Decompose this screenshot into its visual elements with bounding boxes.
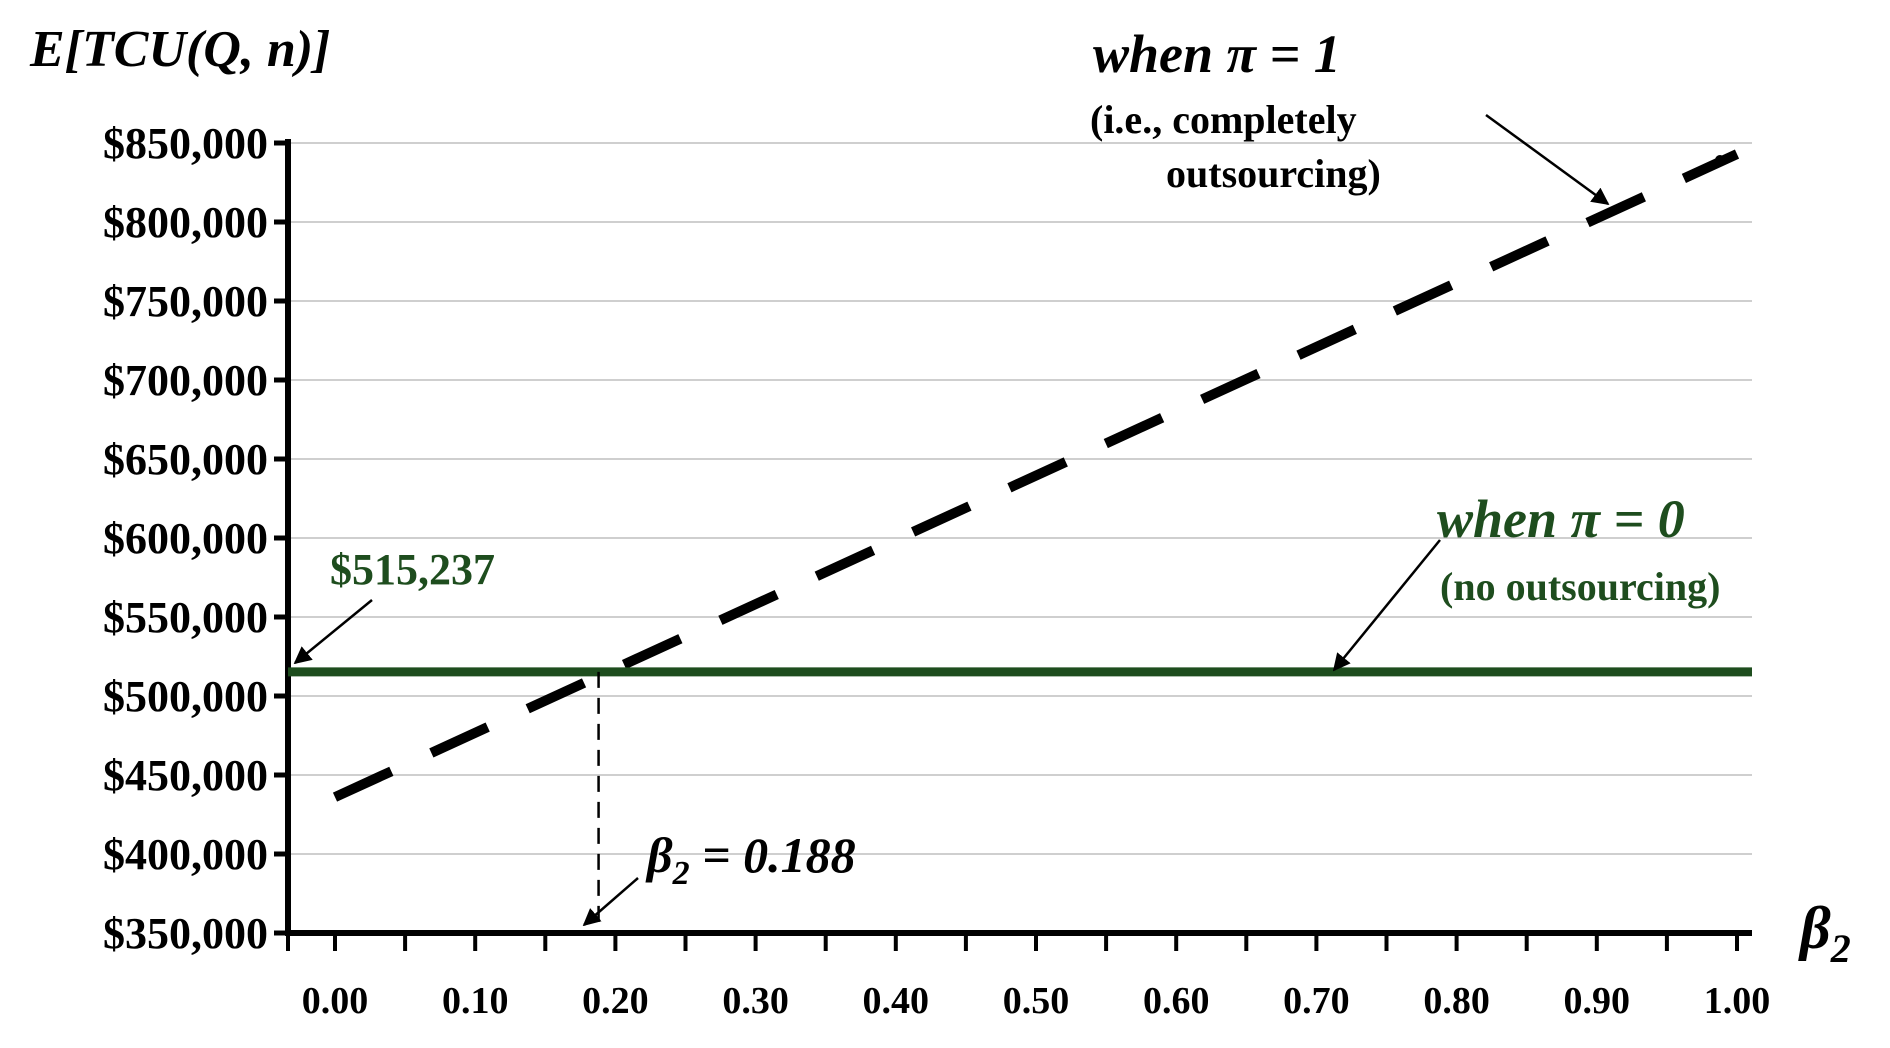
series-end-point	[1715, 155, 1725, 165]
x-tick-label: 0.90	[1564, 980, 1631, 1022]
annotation-value-label: $515,237	[330, 545, 495, 594]
y-tick-label: $750,000	[103, 277, 268, 326]
annotation-beta-label: β2 = 0.188	[645, 827, 856, 892]
y-tick-label: $850,000	[103, 119, 268, 168]
x-axis-label-main: β	[1798, 895, 1831, 961]
annotation-pi0-title: when π = 0	[1437, 489, 1685, 549]
y-tick-label: $700,000	[103, 356, 268, 405]
annotation-pi1-arrow	[1485, 113, 1610, 206]
x-tick-label: 0.30	[722, 980, 789, 1022]
y-tick-label: $400,000	[103, 830, 268, 879]
y-ticks: $350,000 $400,000 $450,000 $500,000 $550,000…	[103, 119, 288, 958]
annotation-beta-prefix: β	[645, 827, 673, 883]
x-tick-label: 1.00	[1704, 980, 1771, 1022]
y-tick-label: $800,000	[103, 198, 268, 247]
x-tick-label: 0.70	[1283, 980, 1350, 1022]
annotation-beta-sub: 2	[672, 855, 690, 892]
x-tick-label: 0.10	[442, 980, 509, 1022]
annotation-pi0-arrow	[1332, 539, 1441, 672]
x-tick-label: 0.00	[302, 980, 369, 1022]
annotation-pi0-line1: (no outsourcing)	[1440, 564, 1720, 609]
annotation-pi1-line1: (i.e., completely	[1090, 97, 1357, 142]
y-tick-label: $550,000	[103, 593, 268, 642]
x-axis-label-sub: 2	[1830, 926, 1851, 971]
x-tick-label: 0.60	[1143, 980, 1210, 1022]
series-line-pi1	[332, 149, 1740, 802]
x-tick-label: 0.50	[1003, 980, 1070, 1022]
y-axis-label: E[TCU(Q, n)]	[29, 21, 330, 78]
annotation-pi1-title: when π = 1	[1093, 24, 1341, 84]
y-tick-label: $650,000	[103, 435, 268, 484]
y-tick-label: $500,000	[103, 672, 268, 721]
annotations: when π = 1 (i.e., completely outsourcing) w…	[293, 24, 1725, 927]
x-tick-label: 0.80	[1423, 980, 1490, 1022]
x-axis-label: β2	[1798, 895, 1851, 971]
x-tick-label: 0.20	[582, 980, 649, 1022]
annotation-value-arrow	[293, 599, 373, 665]
y-tick-label: $450,000	[103, 751, 268, 800]
x-tick-label: 0.40	[863, 980, 930, 1022]
annotation-beta-arrow	[582, 877, 639, 927]
y-tick-label: $350,000	[103, 909, 268, 958]
series-group	[288, 149, 1752, 933]
axes	[285, 139, 1752, 936]
y-tick-label: $600,000	[103, 514, 268, 563]
annotation-beta-suffix: = 0.188	[690, 827, 856, 883]
annotation-pi1-line2: outsourcing)	[1166, 151, 1381, 196]
grid	[288, 142, 1752, 855]
x-ticks: 0.00 0.10 0.20 0.30 0.40 0.50 0.60 0.70 0.80 0.90…	[286, 933, 1771, 1022]
